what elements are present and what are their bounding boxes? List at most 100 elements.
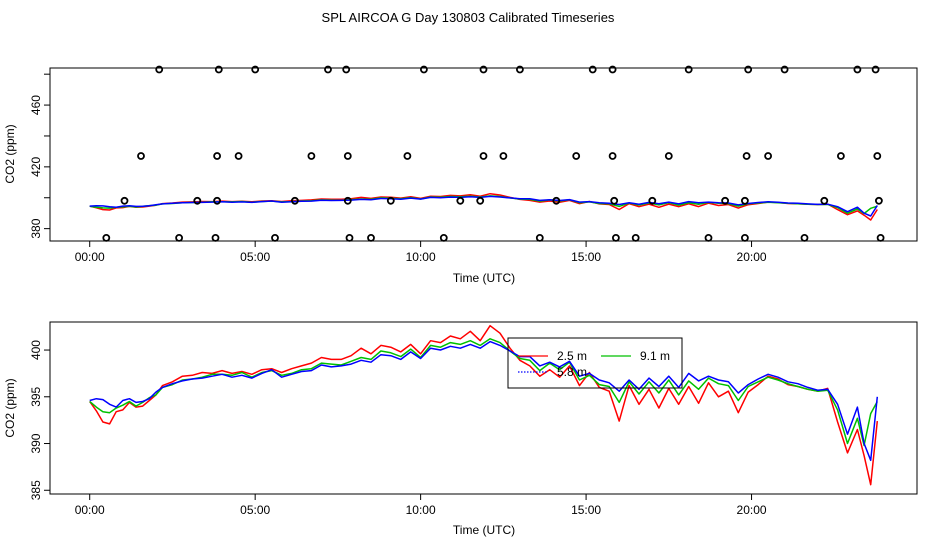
calibration-point — [648, 196, 657, 205]
x-axis: 00:00 05:00 10:00 15:00 20:00 — [75, 494, 767, 517]
x-tick-label: 10:00 — [406, 250, 436, 264]
calibration-point — [342, 65, 351, 74]
calibration-point — [742, 152, 751, 160]
calibration-point — [871, 65, 880, 74]
series-line-s2 — [89, 195, 878, 215]
calibration-point — [608, 65, 617, 74]
calibration-point — [664, 152, 673, 160]
calibration-point — [102, 233, 111, 242]
legend-label-2-5m: 2.5 m — [557, 349, 587, 363]
calibration-point — [345, 233, 354, 242]
calibration-point — [479, 65, 488, 74]
calibration-point — [271, 233, 279, 242]
y-tick-label: 395 — [29, 386, 43, 406]
calibration-point — [386, 196, 395, 205]
calibration-point — [439, 233, 448, 242]
calibration-point — [307, 152, 316, 160]
series-line-s3 — [89, 340, 879, 462]
calibration-point — [499, 152, 508, 160]
calibration-point — [780, 65, 789, 74]
calibration-point — [516, 65, 524, 74]
calibration-point — [290, 196, 299, 205]
calibration-point — [419, 65, 428, 74]
plot-frame — [49, 67, 918, 242]
calibration-point — [853, 65, 862, 74]
calibration-point — [873, 152, 882, 160]
chart-title: SPL AIRCOA G Day 130803 Calibrated Times… — [322, 10, 615, 25]
calibration-point — [234, 152, 243, 160]
x-axis-title: Time (UTC) — [453, 271, 515, 285]
x-tick-label: 15:00 — [571, 250, 601, 264]
calibration-point — [324, 65, 332, 74]
series-line-s1 — [89, 324, 879, 486]
plot-frame — [49, 321, 918, 495]
x-tick-label: 20:00 — [737, 503, 767, 517]
calibration-point — [343, 196, 352, 205]
calibration-point — [367, 233, 375, 242]
x-tick-label: 10:00 — [406, 503, 436, 517]
series-lines — [89, 192, 878, 221]
calibration-point — [403, 152, 412, 160]
y-axis: 385 390 395 400 — [29, 340, 50, 500]
calibration-point — [741, 233, 749, 242]
calibration-point — [610, 196, 619, 205]
legend: 2.5 m 9.1 m 5.8 m — [507, 337, 683, 389]
calibration-point — [764, 152, 772, 160]
calibration-point — [684, 65, 693, 74]
calibration-point — [721, 196, 729, 205]
calibration-point — [476, 196, 485, 205]
calibration-point — [552, 196, 561, 205]
series-line-s3 — [89, 195, 878, 217]
legend-label-9-1m: 9.1 m — [640, 349, 670, 363]
calibration-point — [120, 196, 129, 205]
x-tick-label: 00:00 — [75, 503, 105, 517]
calibration-point — [456, 196, 465, 205]
calibration-point — [876, 233, 885, 242]
x-tick-label: 05:00 — [240, 503, 270, 517]
calibration-point — [612, 233, 620, 242]
timeseries-panel: 00:00 05:00 10:00 15:00 20:00 385 390 395 400 T… — [3, 321, 918, 537]
calibration-point — [800, 233, 809, 242]
series-lines — [89, 324, 879, 486]
calibration-point — [744, 65, 753, 74]
x-tick-label: 05:00 — [240, 250, 270, 264]
calibration-point — [820, 196, 829, 205]
calibration-point — [631, 233, 640, 242]
calibration-point — [535, 233, 544, 242]
calibration-point — [137, 152, 145, 160]
calibration-point — [175, 233, 184, 242]
x-tick-label: 00:00 — [75, 250, 105, 264]
y-tick-label: 400 — [29, 340, 43, 360]
y-tick-label: 420 — [29, 157, 43, 177]
calibration-point — [837, 152, 845, 160]
calibration-point — [608, 152, 617, 160]
calibration-point — [213, 196, 222, 205]
y-axis: 380 420 460 — [29, 73, 50, 239]
calibration-point — [588, 65, 597, 74]
calibration-point — [572, 152, 581, 160]
x-axis-title: Time (UTC) — [453, 523, 515, 537]
x-axis: 00:00 05:00 10:00 15:00 20:00 — [75, 241, 767, 264]
calibration-point — [155, 65, 164, 74]
calibration-point — [704, 233, 713, 242]
calibration-point — [251, 65, 260, 74]
y-tick-label: 460 — [29, 95, 43, 115]
y-tick-label: 380 — [29, 218, 43, 238]
calibration-point — [213, 152, 222, 160]
calibration-point — [741, 196, 749, 205]
y-tick-label: 385 — [29, 480, 43, 500]
calibration-point — [343, 152, 352, 160]
calibration-points — [102, 65, 885, 242]
legend-box — [507, 337, 683, 389]
calibration-point — [214, 65, 223, 74]
y-axis-title: CO2 (ppm) — [3, 124, 17, 183]
legend-label-5-8m: 5.8 m — [557, 365, 587, 379]
y-axis-title: CO2 (ppm) — [3, 378, 17, 437]
series-line-s2 — [89, 338, 878, 447]
calibration-point — [193, 196, 202, 205]
calibration-point — [875, 196, 883, 205]
x-tick-label: 20:00 — [737, 250, 767, 264]
y-tick-label: 390 — [29, 433, 43, 453]
calibration-point — [211, 233, 220, 242]
